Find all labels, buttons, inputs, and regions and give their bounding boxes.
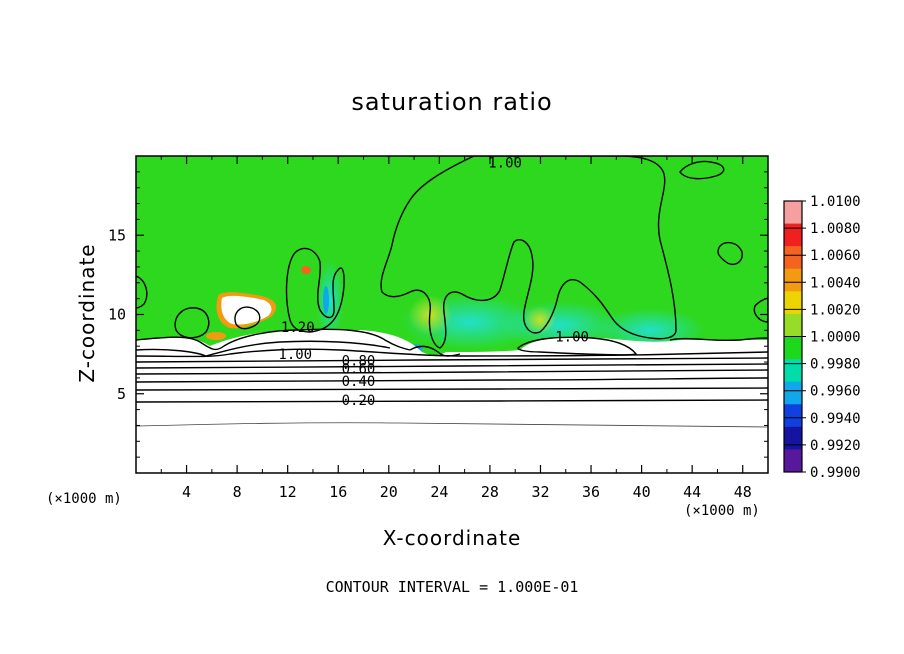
contour-line	[717, 241, 743, 266]
colorbar-segment	[784, 381, 802, 405]
colorbar-label: 0.9920	[810, 438, 861, 454]
y-unit-label: (×1000 m)	[46, 491, 122, 507]
colorbar-label: 0.9980	[810, 357, 861, 373]
colorbar-label: 1.0080	[810, 221, 861, 237]
colorbar-segment	[784, 426, 802, 450]
colorbar-segment	[784, 201, 802, 225]
contour-line	[136, 340, 391, 357]
contour-label: 0.20	[342, 393, 376, 409]
colorbar-label: 1.0060	[810, 248, 861, 264]
colorbar-label: 1.0100	[810, 194, 861, 210]
contour-line	[285, 247, 345, 333]
colorbar-segment	[784, 291, 802, 315]
colorbar-label: 1.0000	[810, 330, 861, 346]
contour-line	[753, 297, 768, 323]
field-cyan-patch	[316, 260, 344, 340]
colorbar: 1.0100 1.0080 1.0060 1.0040 1.0020 1.0000 0.99…	[783, 194, 861, 481]
x-tick-label: 4	[182, 483, 191, 501]
x-axis-label: X-coordinate	[382, 526, 522, 550]
contour-label: 1.00	[488, 155, 522, 171]
field-white-patch	[221, 295, 272, 325]
colorbar-segment	[784, 268, 802, 292]
field-yellow-patch	[524, 306, 556, 334]
x-ticks: 4 8 12 16 20 24 28 32 36 40 44 48	[160, 156, 752, 501]
contour-label: 1.20	[281, 320, 315, 336]
contour-line	[136, 348, 768, 358]
contour-line	[517, 336, 638, 356]
contour-line	[679, 160, 725, 180]
x-tick-label: 16	[329, 483, 347, 501]
x-tick-label: 48	[734, 483, 752, 501]
x-unit-label: (×1000 m)	[684, 503, 760, 519]
contour-label: 0.60	[342, 361, 376, 377]
contour-layer	[136, 156, 768, 428]
contour-line	[380, 156, 677, 349]
x-tick-label: 40	[633, 483, 651, 501]
colorbar-segment	[784, 449, 802, 473]
x-tick-label: 24	[430, 483, 448, 501]
x-tick-label: 44	[683, 483, 701, 501]
contour-line	[136, 357, 768, 363]
colorbar-segment	[784, 246, 802, 270]
y-ticks: 5 10 15	[108, 171, 768, 458]
contour-line	[136, 422, 768, 428]
chart-title: saturation ratio	[351, 88, 553, 116]
y-tick-label: 15	[108, 226, 126, 244]
contour-label: 0.40	[342, 374, 376, 390]
colorbar-label: 1.0020	[810, 302, 861, 318]
contour-line	[136, 399, 768, 403]
x-tick-label: 36	[582, 483, 600, 501]
contour-label: 1.00	[278, 347, 312, 363]
contour-line	[136, 377, 768, 383]
contour-line	[234, 306, 261, 330]
colorbar-label: 0.9960	[810, 384, 861, 400]
colorbar-segment	[784, 223, 802, 247]
contour-line	[136, 275, 148, 309]
field-orange-patch	[206, 332, 226, 340]
x-tick-label: 12	[279, 483, 297, 501]
x-tick-label: 28	[481, 483, 499, 501]
contour-labels: 1.00 1.20 1.00 0.800.600.40 0.20 1.00	[278, 155, 589, 409]
contour-line	[136, 328, 411, 351]
colorbar-segment	[784, 313, 802, 337]
contour-line	[136, 369, 768, 375]
colorbar-label: 0.9900	[810, 465, 861, 481]
contour-label: 1.00	[555, 330, 589, 346]
contour-line	[136, 363, 768, 369]
colorbar-label: 1.0040	[810, 275, 861, 291]
y-tick-label: 10	[108, 306, 126, 324]
contour-line	[669, 337, 768, 342]
contour-line	[174, 307, 210, 339]
x-tick-label: 8	[233, 483, 242, 501]
colorbar-segment	[784, 359, 802, 383]
y-tick-label: 5	[117, 385, 126, 403]
colorbar-segment	[784, 404, 802, 428]
contour-line	[136, 387, 768, 391]
field-layer	[136, 156, 768, 473]
x-tick-label: 32	[531, 483, 549, 501]
contour-interval-note: CONTOUR INTERVAL = 1.000E-01	[325, 578, 579, 596]
contour-label: 0.80	[342, 353, 376, 369]
x-tick-label: 20	[380, 483, 398, 501]
colorbar-label: 0.9940	[810, 411, 861, 427]
field-blue-patch	[323, 286, 329, 314]
colorbar-segment	[784, 336, 802, 360]
field-orange-patch	[301, 266, 311, 274]
